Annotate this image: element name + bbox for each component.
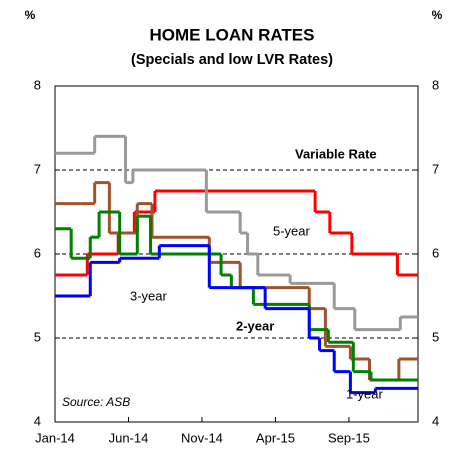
y-tick-label: 5 (34, 329, 41, 344)
y-tick-label: 6 (34, 245, 41, 260)
y-tick-label: 8 (34, 77, 41, 92)
x-tick-label: Apr-15 (256, 430, 295, 445)
series-label: 3-year (130, 288, 168, 303)
series-label: Variable Rate (295, 146, 377, 161)
x-tick-label: Jan-14 (35, 430, 75, 445)
y2-tick-label: 7 (432, 161, 439, 176)
series-label: 2-year (236, 318, 274, 333)
y-tick-label: 7 (34, 161, 41, 176)
x-tick-label: Jun-14 (109, 430, 149, 445)
source-note: Source: ASB (62, 395, 130, 409)
y-unit: % (25, 8, 36, 22)
y2-tick-label: 8 (432, 77, 439, 92)
chart-title: HOME LOAN RATES (150, 25, 315, 44)
series-label: 1-year (346, 386, 384, 401)
x-tick-label: Sep-15 (328, 430, 370, 445)
series-label: 5-year (273, 223, 311, 238)
chart-subtitle: (Specials and low LVR Rates) (131, 52, 333, 68)
y2-tick-label: 4 (432, 413, 439, 428)
y2-tick-label: 5 (432, 329, 439, 344)
x-tick-label: Nov-14 (181, 430, 223, 445)
y-tick-label: 4 (34, 413, 41, 428)
y2-tick-label: 6 (432, 245, 439, 260)
plot-frame (54, 85, 419, 423)
y2-unit: % (432, 8, 443, 22)
